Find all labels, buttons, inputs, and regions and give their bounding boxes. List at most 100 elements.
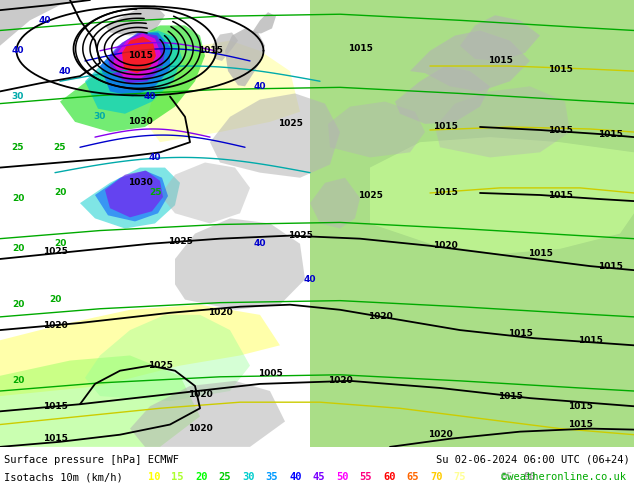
Text: 40: 40 [289,472,302,482]
Text: Surface pressure [hPa] ECMWF: Surface pressure [hPa] ECMWF [4,455,179,465]
Text: ©weatheronline.co.uk: ©weatheronline.co.uk [501,472,626,482]
Text: 1015: 1015 [578,336,602,345]
Text: 1025: 1025 [148,361,172,370]
Text: Isotachs 10m (km/h): Isotachs 10m (km/h) [4,472,135,482]
Polygon shape [108,32,165,83]
Polygon shape [310,0,634,447]
Text: 10: 10 [148,472,160,482]
Text: 1015: 1015 [567,420,592,429]
Text: 40: 40 [254,82,266,91]
Polygon shape [85,30,182,114]
Text: 1020: 1020 [207,308,233,318]
Text: 1015: 1015 [548,191,573,199]
Text: 1020: 1020 [427,430,453,439]
Polygon shape [0,305,280,396]
Text: 80: 80 [477,472,489,482]
Text: 1015: 1015 [508,329,533,338]
Text: 40: 40 [149,153,161,162]
Polygon shape [130,381,285,447]
Text: 75: 75 [453,472,466,482]
Text: 1025: 1025 [288,231,313,240]
Text: 1015: 1015 [488,56,512,66]
Text: 35: 35 [266,472,278,482]
Polygon shape [328,101,425,157]
Polygon shape [395,66,490,124]
Text: 1020: 1020 [188,390,212,398]
Text: 30: 30 [94,112,106,122]
Text: 1020: 1020 [368,313,392,321]
Polygon shape [145,41,300,142]
Text: 1015: 1015 [598,129,623,139]
Text: 70: 70 [430,472,443,482]
Text: 1015: 1015 [548,125,573,134]
Polygon shape [225,28,265,86]
Text: 1015: 1015 [598,262,623,270]
Text: 40: 40 [304,275,316,284]
Polygon shape [122,37,156,73]
Text: 25: 25 [12,143,24,152]
Text: 1015: 1015 [548,65,573,74]
Text: 20: 20 [54,189,66,197]
Text: 20: 20 [49,295,61,304]
Text: 40: 40 [12,46,24,55]
Polygon shape [410,30,530,92]
Text: 1015: 1015 [42,434,67,443]
Polygon shape [105,5,165,36]
Text: 1020: 1020 [328,376,353,385]
Polygon shape [175,219,305,310]
Text: 30: 30 [12,92,24,101]
Text: 1015: 1015 [42,402,67,411]
Text: 20: 20 [12,376,24,385]
Text: 20: 20 [54,239,66,248]
Text: 1020: 1020 [42,320,67,329]
Polygon shape [60,25,205,132]
Text: 1020: 1020 [188,424,212,433]
Polygon shape [113,33,161,78]
Text: 1015: 1015 [498,392,522,401]
Text: 1025: 1025 [358,191,382,199]
Text: 20: 20 [12,300,24,309]
Text: 55: 55 [359,472,372,482]
Text: 65: 65 [406,472,419,482]
Text: 1015: 1015 [432,189,458,197]
Text: 40: 40 [59,67,71,75]
Text: 1025: 1025 [167,237,193,246]
Text: 50: 50 [336,472,349,482]
Text: 1020: 1020 [432,241,457,250]
Polygon shape [212,32,238,61]
Text: 85: 85 [500,472,513,482]
Text: 1025: 1025 [42,247,67,256]
Polygon shape [100,32,170,97]
Text: 1030: 1030 [127,118,152,126]
Polygon shape [460,15,540,61]
Text: 15: 15 [172,472,184,482]
Text: 45: 45 [313,472,325,482]
Text: 20: 20 [12,245,24,253]
Text: 40: 40 [254,239,266,248]
Text: Su 02-06-2024 06:00 UTC (06+24): Su 02-06-2024 06:00 UTC (06+24) [436,455,630,465]
Text: 25: 25 [149,189,161,197]
Text: 1005: 1005 [257,369,282,378]
Text: 25: 25 [54,143,66,152]
Text: 25: 25 [219,472,231,482]
Polygon shape [160,163,250,223]
Text: 30: 30 [242,472,254,482]
Polygon shape [0,355,200,447]
Polygon shape [310,178,360,228]
Polygon shape [80,168,180,228]
Text: 60: 60 [383,472,396,482]
Text: 40: 40 [39,16,51,25]
Polygon shape [435,86,570,157]
Text: 1015: 1015 [432,122,458,131]
Text: 40: 40 [144,92,156,101]
Polygon shape [252,12,276,33]
Polygon shape [85,315,250,401]
Polygon shape [210,94,340,178]
Text: 1030: 1030 [127,178,152,187]
Polygon shape [95,171,168,221]
Text: 20: 20 [195,472,207,482]
Text: 1015: 1015 [567,402,592,411]
Text: 1015: 1015 [127,51,152,60]
Polygon shape [105,171,163,218]
Text: 1015: 1015 [527,249,552,258]
